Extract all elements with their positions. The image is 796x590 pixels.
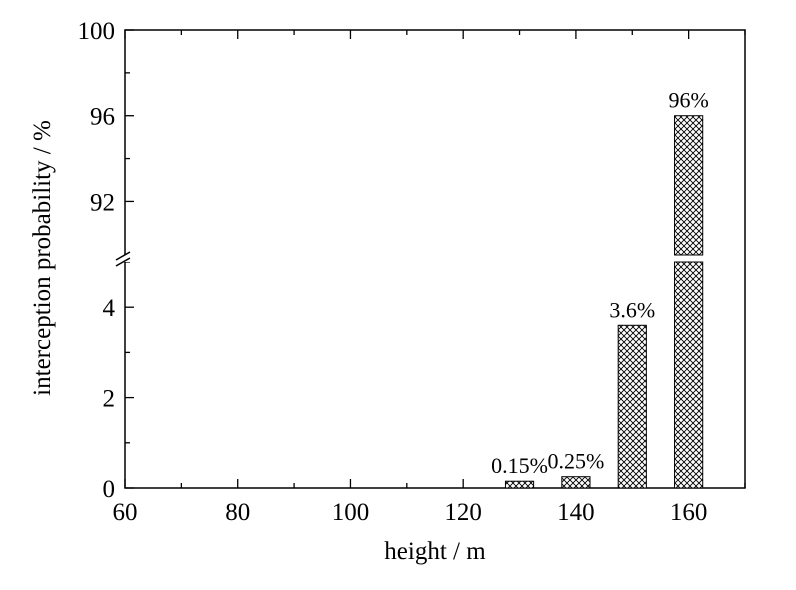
x-tick-label: 60 (113, 499, 138, 526)
x-tick-label: 80 (225, 499, 250, 526)
bar (617, 324, 647, 489)
x-tick-label: 160 (670, 499, 708, 526)
x-axis-title: height / m (384, 538, 486, 565)
axis-break-mark (115, 257, 131, 267)
bar-data-label: 0.25% (547, 449, 604, 474)
x-tick-label: 100 (332, 499, 370, 526)
plot-area: 60 80 100 120 140 160 0 2 4 92 96 100 0.15% 0.25% 3.6%… (78, 18, 746, 526)
y-tick-label: 0 (103, 476, 116, 503)
bar-data-label: 96% (668, 88, 708, 113)
bar (561, 476, 591, 489)
y-tick-label: 4 (103, 295, 116, 322)
bar-lower-segment (674, 261, 704, 489)
bar-upper-segment (674, 115, 704, 256)
axis-break-mark (115, 251, 131, 261)
x-tick-label: 140 (557, 499, 595, 526)
y-tick-label: 96 (90, 104, 115, 131)
y-tick-label: 92 (90, 189, 115, 216)
plot-frame (124, 29, 746, 489)
bar (504, 480, 535, 489)
x-tick-label: 120 (444, 499, 482, 526)
axis-break-gap (117, 255, 133, 262)
bar-data-label: 3.6% (609, 297, 655, 322)
y-axis-title: interception probability / % (29, 120, 56, 396)
bar-data-label: 0.15% (491, 453, 548, 478)
y-tick-label: 2 (103, 386, 116, 413)
y-tick-label: 100 (78, 18, 116, 45)
